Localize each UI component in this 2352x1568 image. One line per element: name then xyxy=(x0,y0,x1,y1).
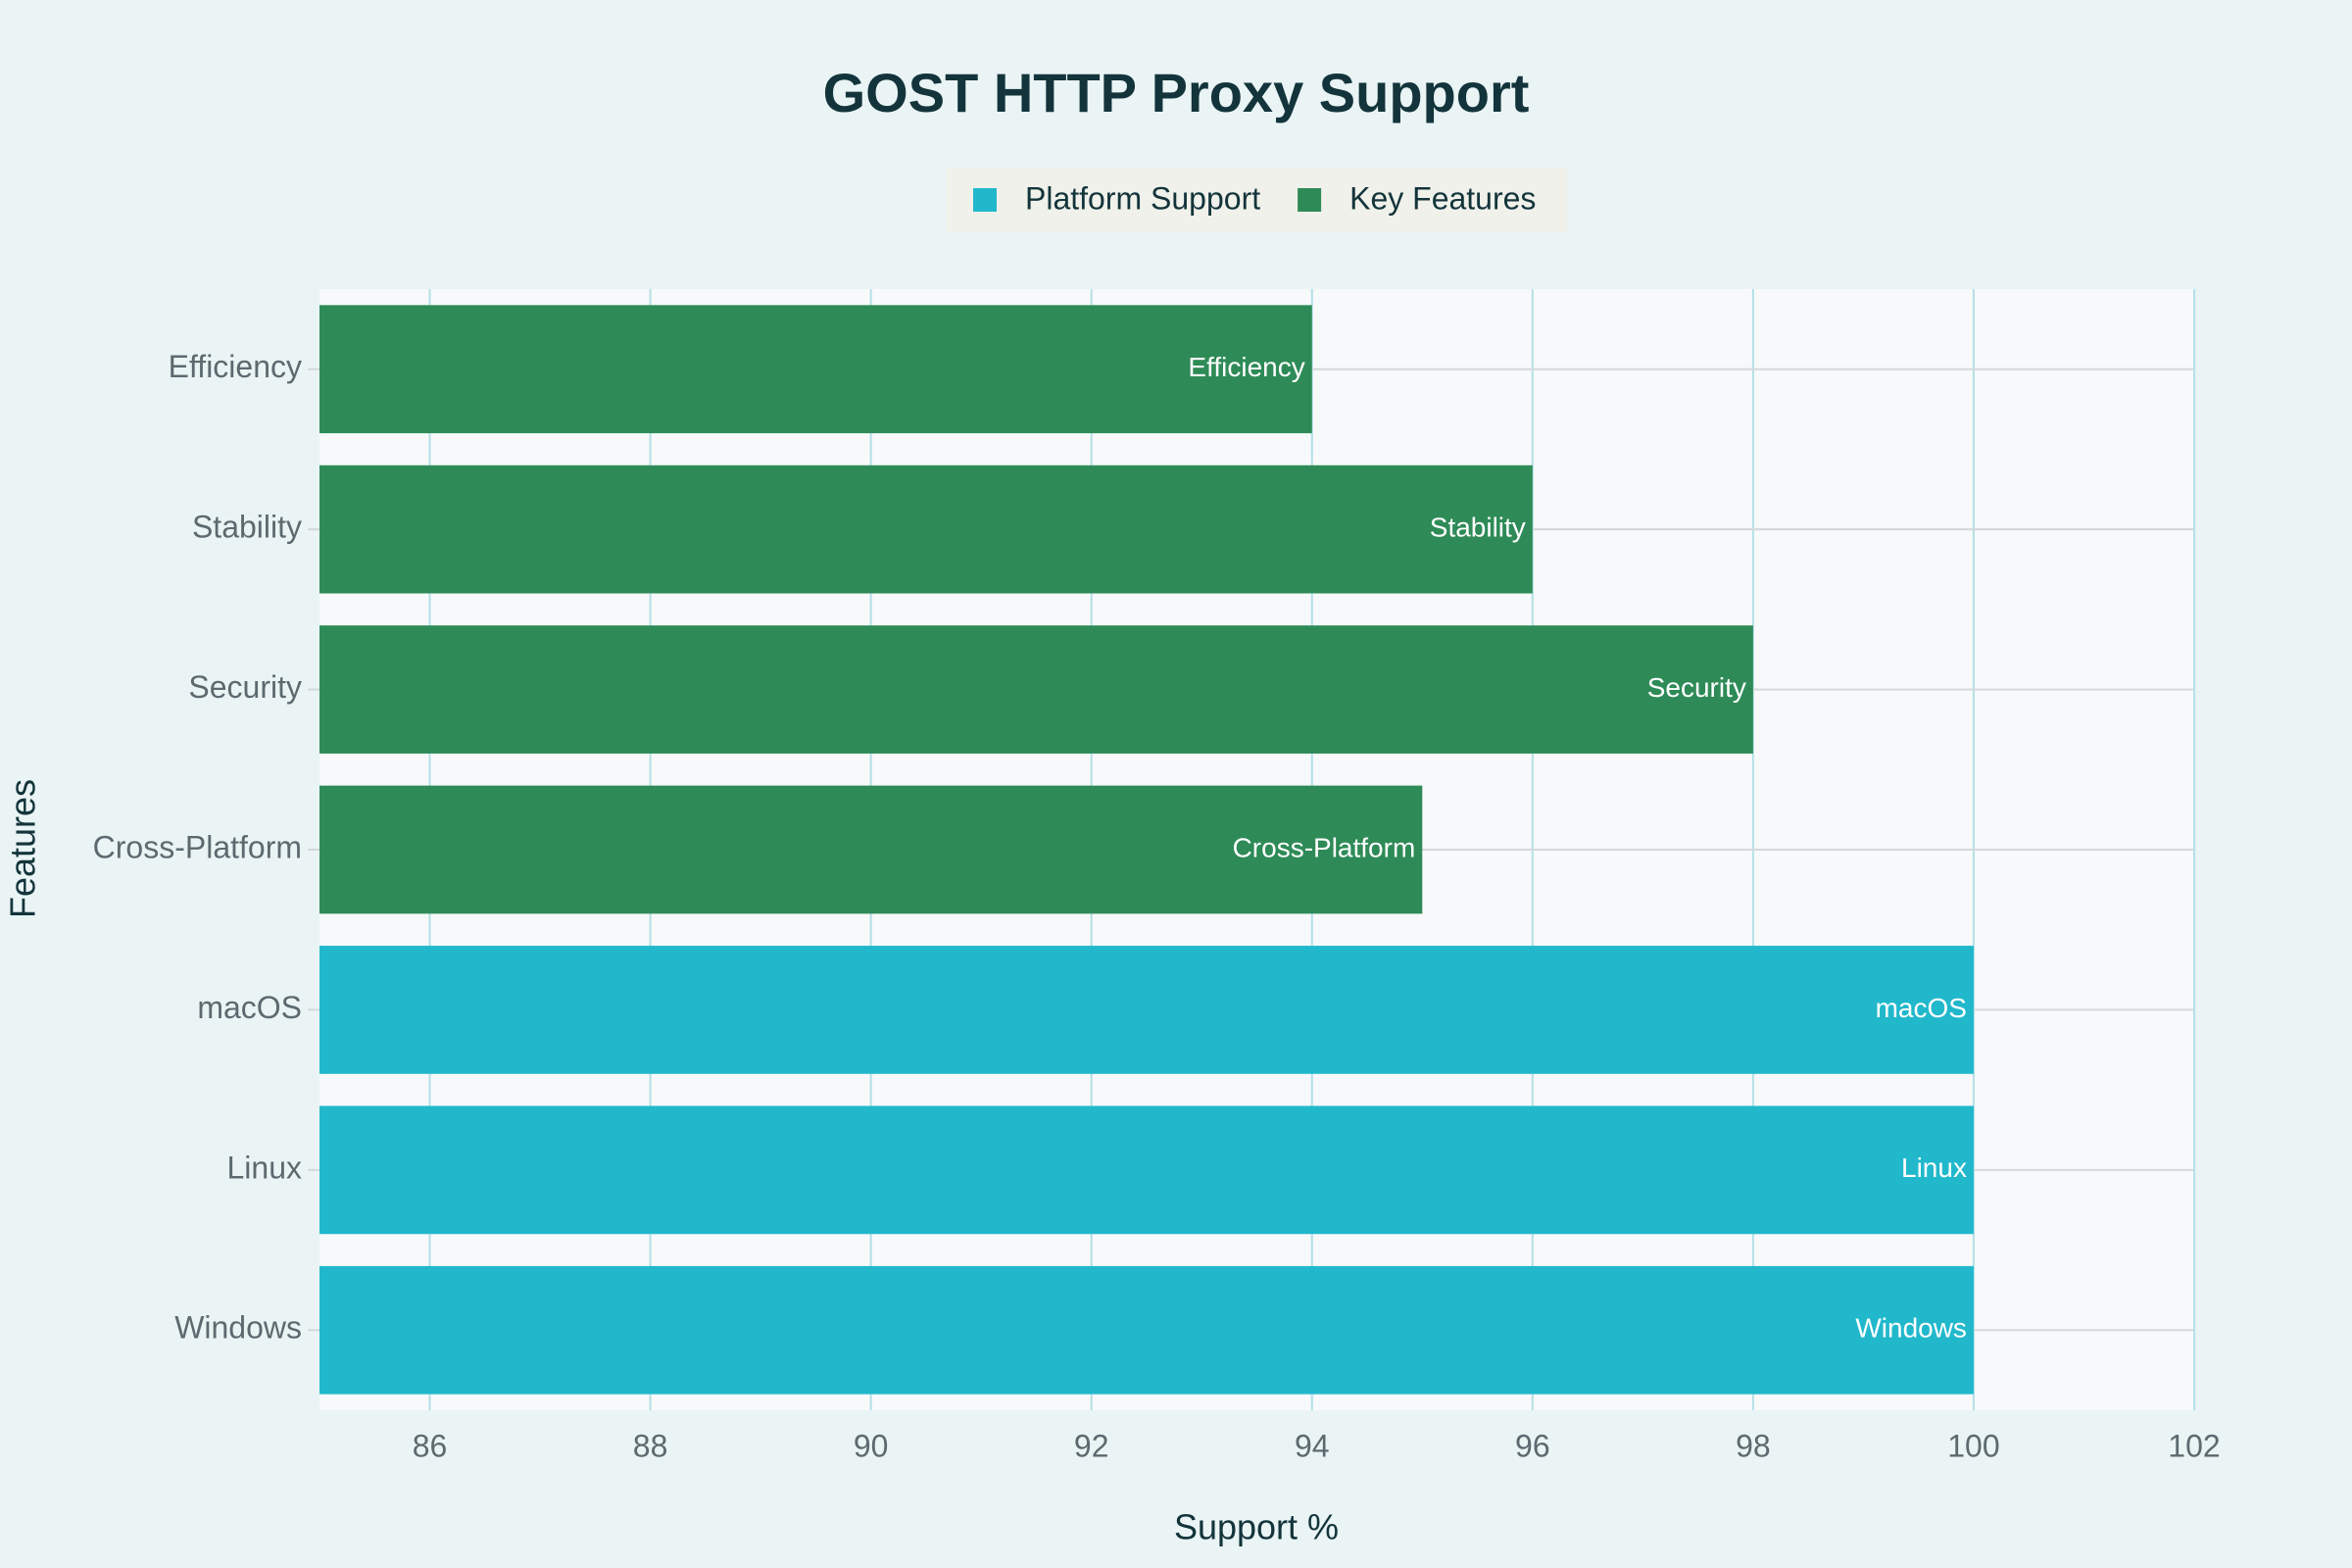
y-tick-label: Security xyxy=(188,669,302,705)
bar xyxy=(319,946,1974,1074)
bar-label: Cross-Platform xyxy=(1233,832,1416,862)
bar-label: Linux xyxy=(1901,1152,1967,1183)
bar-label: Efficiency xyxy=(1188,352,1304,382)
bar xyxy=(319,465,1533,594)
legend-label: Key Features xyxy=(1349,180,1536,216)
x-tick-label: 88 xyxy=(633,1428,668,1463)
bar xyxy=(319,625,1753,754)
x-tick-label: 92 xyxy=(1074,1428,1109,1463)
y-tick-label: Cross-Platform xyxy=(93,829,302,864)
y-tick-label: macOS xyxy=(197,990,302,1025)
x-tick-label: 96 xyxy=(1515,1428,1550,1463)
legend-box xyxy=(947,168,1567,232)
bar-label: Stability xyxy=(1430,513,1526,543)
bar-label: macOS xyxy=(1876,993,1967,1023)
x-axis-title: Support % xyxy=(1174,1507,1339,1547)
y-tick-label: Windows xyxy=(174,1310,302,1346)
y-tick-label: Linux xyxy=(227,1150,303,1185)
x-tick-label: 98 xyxy=(1736,1428,1771,1463)
x-tick-label: 86 xyxy=(413,1428,448,1463)
x-tick-label: 90 xyxy=(854,1428,889,1463)
x-tick-label: 94 xyxy=(1295,1428,1330,1463)
bar xyxy=(319,785,1423,914)
bar xyxy=(319,305,1312,434)
y-axis-title: Features xyxy=(3,779,43,918)
chart-title: GOST HTTP Proxy Support xyxy=(823,62,1530,123)
x-tick-label: 100 xyxy=(1947,1428,1999,1463)
y-tick-label: Efficiency xyxy=(169,349,302,384)
legend: Platform Support Key Features xyxy=(947,168,1567,232)
legend-swatch xyxy=(1298,188,1322,212)
legend-swatch xyxy=(973,188,997,212)
legend-label: Platform Support xyxy=(1025,180,1260,216)
bar xyxy=(319,1105,1974,1235)
bar xyxy=(319,1265,1974,1395)
bar-label: Security xyxy=(1647,672,1746,703)
x-tick-label: 102 xyxy=(2168,1428,2220,1463)
bar-label: Windows xyxy=(1855,1313,1967,1344)
y-tick-label: Stability xyxy=(192,510,302,545)
